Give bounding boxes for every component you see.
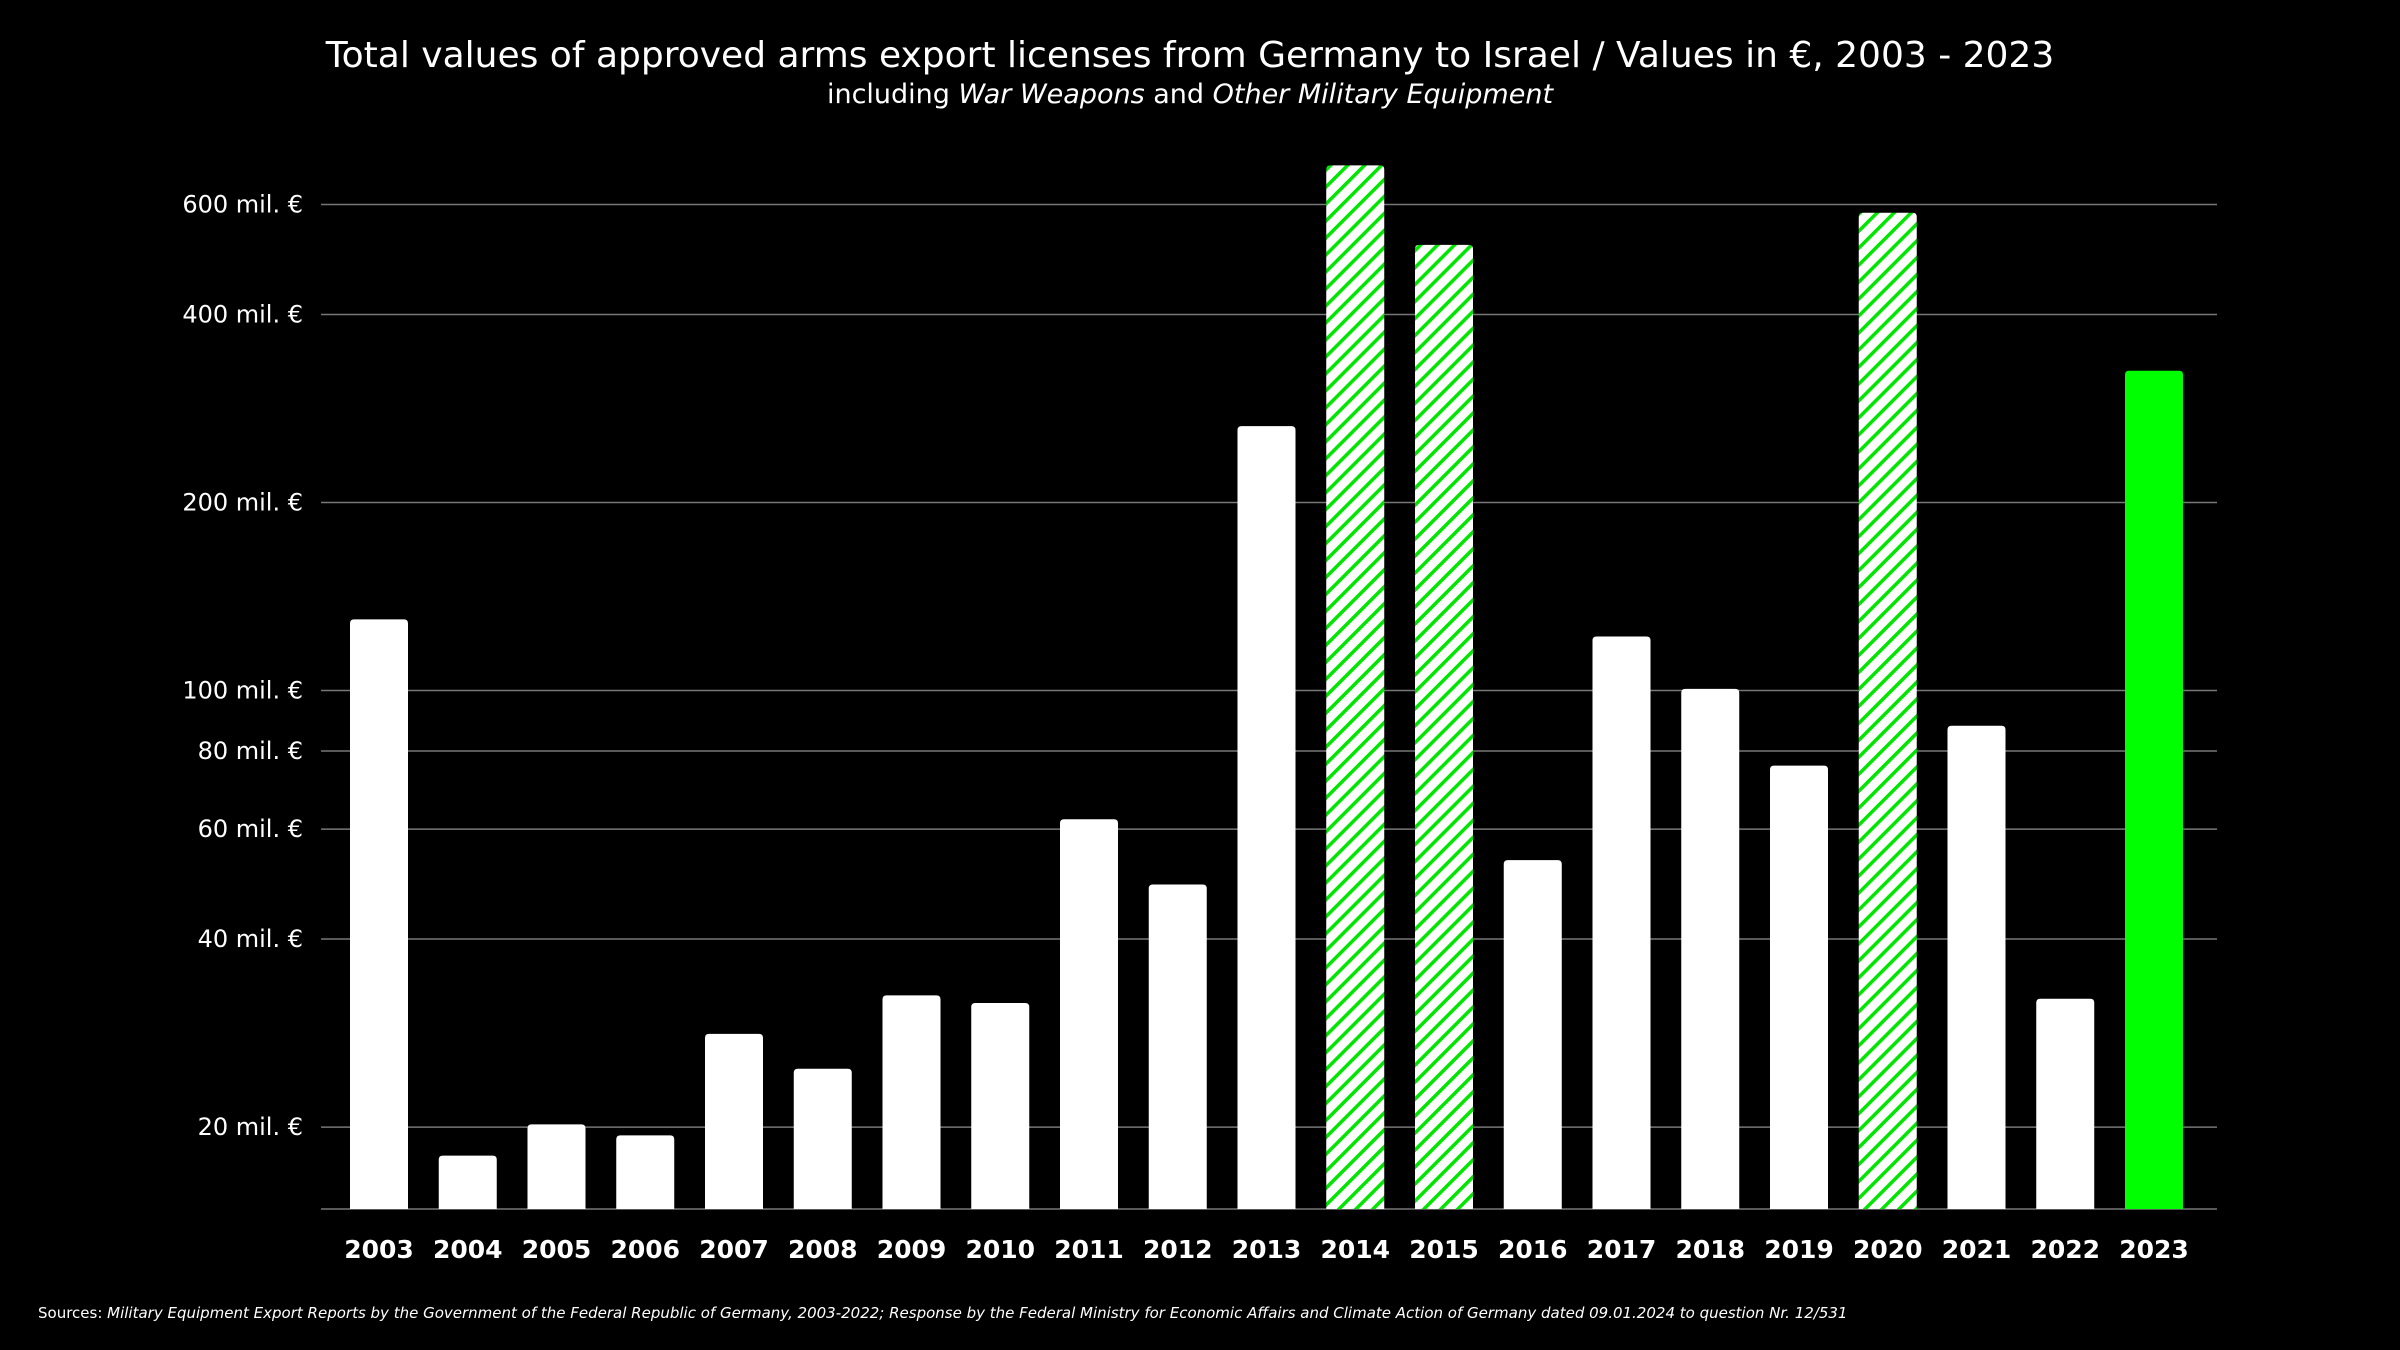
bar-2018: [1681, 688, 1740, 1209]
x-tick-label: 2013: [1232, 1235, 1302, 1264]
bar-2012: [1148, 884, 1207, 1209]
bar-2015: [1415, 244, 1473, 1209]
x-tick-label: 2007: [699, 1235, 769, 1264]
bar-2010: [971, 1002, 1030, 1209]
bar-2017: [1592, 636, 1651, 1209]
bar-2016: [1503, 860, 1562, 1209]
bar-2014: [1326, 165, 1385, 1209]
y-tick-label: 80 mil. €: [198, 737, 303, 765]
bar-2020: [1858, 212, 1917, 1209]
bar-2006: [616, 1135, 675, 1209]
x-tick-label: 2020: [1853, 1235, 1923, 1264]
x-tick-label: 2009: [877, 1235, 947, 1264]
bar-2004: [438, 1155, 497, 1209]
bar-2003: [350, 619, 408, 1209]
y-tick-label: 20 mil. €: [198, 1113, 303, 1141]
y-tick-label: 600 mil. €: [182, 190, 303, 218]
bar-2008: [793, 1068, 852, 1209]
y-tick-label: 100 mil. €: [182, 677, 303, 705]
bar-2019: [1770, 765, 1828, 1209]
x-tick-label: 2015: [1409, 1235, 1479, 1264]
bar-2023: [2125, 370, 2183, 1209]
x-tick-label: 2003: [344, 1235, 414, 1264]
x-tick-label: 2023: [2119, 1235, 2189, 1264]
x-tick-label: 2011: [1054, 1235, 1124, 1264]
bar-2011: [1060, 819, 1118, 1209]
bar-2005: [527, 1124, 586, 1209]
bar-2009: [882, 995, 941, 1209]
x-tick-label: 2017: [1587, 1235, 1657, 1264]
x-tick-label: 2021: [1942, 1235, 2012, 1264]
x-tick-label: 2010: [965, 1235, 1035, 1264]
x-tick-label: 2018: [1675, 1235, 1745, 1264]
x-tick-label: 2005: [522, 1235, 592, 1264]
bar-2021: [1947, 725, 2006, 1209]
x-tick-label: 2008: [788, 1235, 858, 1264]
bar-2022: [2036, 998, 2095, 1209]
chart-title: Total values of approved arms export lic…: [325, 35, 2055, 76]
x-tick-label: 2014: [1320, 1235, 1390, 1264]
bar-2007: [705, 1033, 763, 1209]
x-tick-label: 2019: [1764, 1235, 1834, 1264]
y-tick-label: 400 mil. €: [182, 300, 303, 328]
x-tick-label: 2006: [610, 1235, 680, 1264]
x-tick-label: 2004: [433, 1235, 503, 1264]
chart-subtitle: including War Weapons and Other Military…: [827, 79, 1554, 110]
x-tick-label: 2022: [2030, 1235, 2100, 1264]
y-tick-label: 200 mil. €: [182, 488, 303, 516]
y-tick-label: 60 mil. €: [198, 815, 303, 843]
x-tick-label: 2012: [1143, 1235, 1213, 1264]
x-tick-label: 2016: [1498, 1235, 1568, 1264]
y-tick-label: 40 mil. €: [198, 925, 303, 953]
sources-footer: Sources: Military Equipment Export Repor…: [38, 1304, 1847, 1322]
bar-2013: [1237, 426, 1296, 1209]
